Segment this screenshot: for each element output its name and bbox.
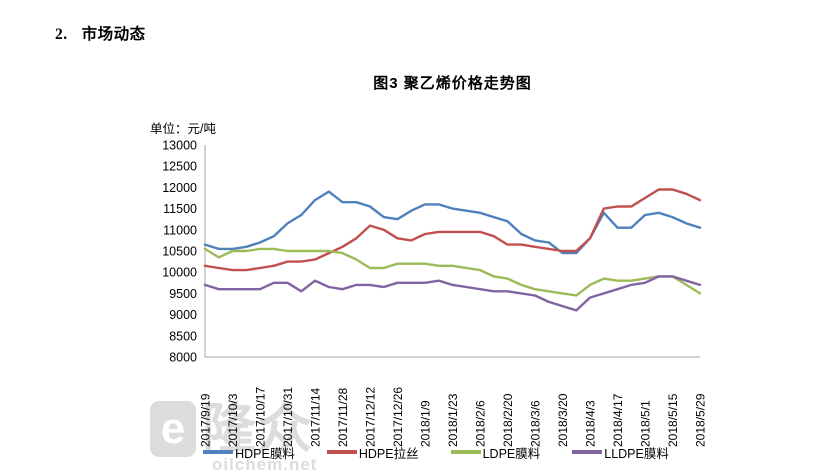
y-tick-label: 13000 xyxy=(162,139,197,153)
watermark: e 隆众 oilchem.net xyxy=(150,399,317,475)
x-tick-label: 2017/12/26 xyxy=(391,387,405,447)
x-tick-label: 2018/2/20 xyxy=(501,393,515,447)
x-tick-label: 2018/5/29 xyxy=(694,393,708,447)
series-line-3 xyxy=(203,275,702,312)
axis-lines xyxy=(204,145,700,358)
legend-label: LLDPE膜料 xyxy=(604,446,669,461)
legend-swatch-icon xyxy=(572,450,603,454)
legend-label: HDPE膜料 xyxy=(235,446,295,461)
legend-label: LDPE膜料 xyxy=(482,446,541,461)
chart-legend: HDPE膜料 HDPE拉丝 LDPE膜料 LLDPE膜料 xyxy=(145,443,727,461)
section-number: 2. xyxy=(55,26,68,43)
legend-item-2: LDPE膜料 xyxy=(450,443,541,462)
y-tick-label: 12500 xyxy=(162,160,197,174)
x-tick-label: 2017/10/3 xyxy=(226,393,240,447)
legend-item-0: HDPE膜料 xyxy=(203,443,295,462)
legend-item-3: LLDPE膜料 xyxy=(572,443,669,462)
x-tick-label: 2018/4/3 xyxy=(584,400,598,447)
x-tick-label: 2018/5/1 xyxy=(639,400,653,447)
y-tick-label: 10000 xyxy=(162,266,197,280)
x-tick-label: 2017/12/12 xyxy=(364,387,378,447)
legend-swatch-icon xyxy=(326,450,357,454)
x-tick-label: 2018/2/6 xyxy=(474,400,488,447)
y-tick-label: 9000 xyxy=(169,308,197,322)
legend-label: HDPE拉丝 xyxy=(358,446,419,461)
y-tick-label: 8500 xyxy=(169,329,197,343)
x-tick-label: 2018/1/9 xyxy=(419,400,433,447)
section-heading: 2. 市场动态 xyxy=(55,22,146,44)
series-line-0 xyxy=(203,190,702,255)
x-tick-label: 2018/1/23 xyxy=(446,393,460,447)
x-tick-label: 2018/5/15 xyxy=(666,393,680,447)
price-line-chart: 8000 8500 9000 9500 10000 10500 11000 11500 1200… xyxy=(162,139,708,448)
y-tick-label: 11500 xyxy=(163,202,197,216)
legend-swatch-icon xyxy=(450,450,481,454)
x-tick-label: 2017/10/17 xyxy=(254,387,268,447)
legend-item-1: HDPE拉丝 xyxy=(326,443,419,462)
x-tick-label: 2018/3/20 xyxy=(556,393,570,447)
x-tick-label: 2018/3/6 xyxy=(529,400,543,447)
y-tick-label: 10500 xyxy=(162,245,197,259)
watermark-site-text: oilchem.net xyxy=(212,455,318,474)
chart-title: 图3 聚乙烯价格走势图 xyxy=(373,75,532,92)
series-line-2 xyxy=(203,247,702,297)
section-heading-text: 市场动态 xyxy=(81,26,146,43)
x-tick-label: 2017/10/31 xyxy=(281,387,295,447)
series-line-1 xyxy=(203,188,702,272)
watermark-logo-text: 隆众 xyxy=(202,397,314,460)
y-tick-label: 9500 xyxy=(169,287,197,301)
y-tick-label: 12000 xyxy=(162,181,197,195)
x-tick-label: 2018/4/17 xyxy=(611,393,625,447)
y-tick-label: 8000 xyxy=(169,351,197,365)
x-tick-label: 2017/11/28 xyxy=(336,388,350,447)
x-tick-label: 2017/9/19 xyxy=(199,393,213,447)
x-tick-label: 2017/11/14 xyxy=(309,388,323,447)
y-tick-label: 11000 xyxy=(163,223,197,237)
axis-unit-label: 单位：元/吨 xyxy=(150,122,216,136)
watermark-logo-icon: e xyxy=(150,401,196,457)
legend-swatch-icon xyxy=(203,450,234,454)
